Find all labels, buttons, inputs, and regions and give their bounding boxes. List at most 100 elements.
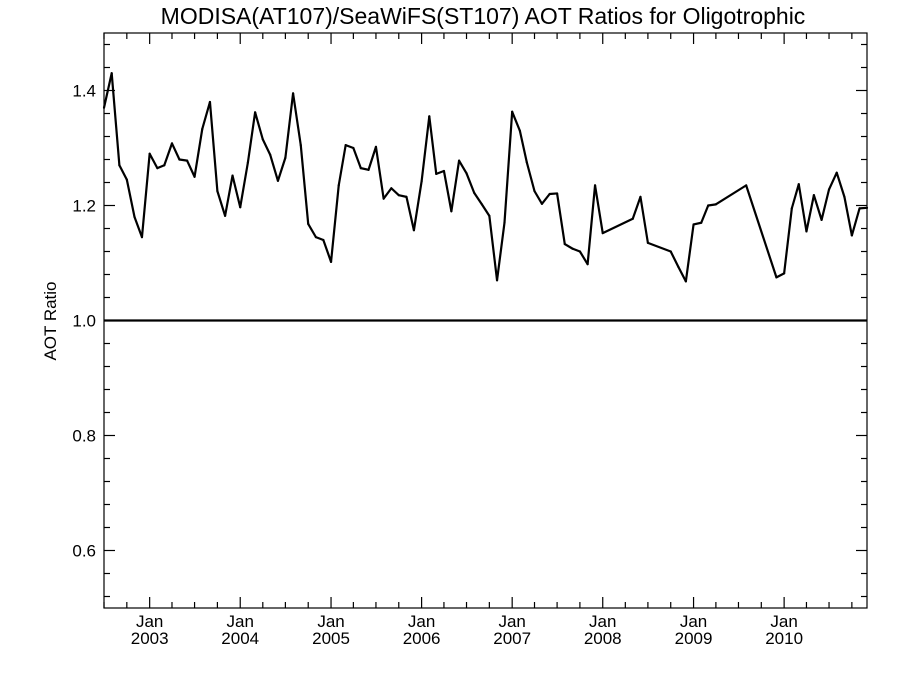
x-tick-year-label: 2005 xyxy=(312,629,350,648)
series-line-segment xyxy=(201,100,212,131)
series-line-segment xyxy=(397,194,408,198)
series-line-segment xyxy=(352,146,362,170)
series-line-segment xyxy=(344,144,355,150)
series-line-segment xyxy=(405,195,416,232)
series-line-segment xyxy=(223,174,234,217)
series-line-segment xyxy=(239,161,250,209)
series-line-segment xyxy=(639,195,650,244)
series-line-segment xyxy=(465,172,476,194)
series-line-segment xyxy=(783,207,793,275)
series-line-segment xyxy=(374,145,385,200)
x-tick-month-label: Jan xyxy=(136,612,163,631)
series-line-segment xyxy=(254,111,264,141)
series-line-segment xyxy=(677,265,687,283)
x-tick-year-label: 2006 xyxy=(403,629,441,648)
series-line-segment xyxy=(518,129,528,164)
series-line-segment xyxy=(495,221,506,282)
series-line-segment xyxy=(337,144,347,187)
series-line-segment xyxy=(118,164,128,181)
series-line-segment xyxy=(684,223,695,283)
series-line-segment xyxy=(359,167,370,171)
series-line-segment xyxy=(178,158,189,162)
series-line-segment xyxy=(473,191,484,206)
series-line-segment xyxy=(102,72,113,109)
y-tick-label: 1.0 xyxy=(72,312,96,331)
series-line-segment xyxy=(412,180,423,232)
series-line-segment xyxy=(125,178,136,219)
series-line-segment xyxy=(533,190,544,205)
series-line-segment xyxy=(390,187,400,197)
series-line-segment xyxy=(110,72,121,167)
x-tick-month-label: Jan xyxy=(227,612,254,631)
series-line-segment xyxy=(299,144,310,225)
x-tick-year-label: 2007 xyxy=(493,629,531,648)
series-line-segment xyxy=(216,190,227,217)
series-line-segment xyxy=(820,188,831,221)
series-line-segment xyxy=(555,192,566,246)
series-line-segment xyxy=(140,152,151,239)
y-tick-label: 0.8 xyxy=(72,427,96,446)
series-line-segment xyxy=(435,169,446,175)
series-line-segment xyxy=(246,111,257,164)
y-axis-label: AOT Ratio xyxy=(41,281,60,360)
series-line-segment xyxy=(329,184,340,263)
series-line-segment xyxy=(850,207,861,237)
series-line-segment xyxy=(488,214,499,282)
x-tick-year-label: 2004 xyxy=(221,629,259,648)
series-line-segment xyxy=(186,159,196,178)
series-line-segment xyxy=(563,242,574,250)
series-line-segment xyxy=(208,100,219,193)
series-line-segment xyxy=(540,192,551,205)
series-line-segment xyxy=(307,222,318,239)
series-line-segment xyxy=(578,250,589,266)
x-tick-month-label: Jan xyxy=(498,612,525,631)
series-line-segment xyxy=(503,110,514,224)
series-line-segment xyxy=(601,217,634,235)
y-tick-label: 1.2 xyxy=(72,197,96,216)
x-tick-month-label: Jan xyxy=(408,612,435,631)
series-line-segment xyxy=(775,272,786,279)
y-tick-label: 0.6 xyxy=(72,542,96,561)
series-line-segment xyxy=(812,194,823,221)
series-line-segment xyxy=(314,236,325,242)
x-tick-month-label: Jan xyxy=(589,612,616,631)
series-line-segment xyxy=(525,161,536,193)
x-tick-year-label: 2008 xyxy=(584,629,622,648)
series-line-segment xyxy=(163,142,174,167)
series-line-segment xyxy=(843,195,853,237)
series-line-segment xyxy=(231,174,242,209)
series-line-segment xyxy=(382,187,393,200)
series-line-segment xyxy=(156,164,166,170)
y-tick-label: 1.4 xyxy=(72,82,96,101)
series-line-segment xyxy=(827,171,838,191)
series-line-segment xyxy=(511,110,521,132)
chart-title: MODISA(AT107)/SeaWiFS(ST107) AOT Ratios … xyxy=(161,3,806,29)
series-line-segment xyxy=(571,247,582,253)
series-line-segment xyxy=(700,204,710,224)
x-tick-year-label: 2010 xyxy=(765,629,803,648)
series-line-segment xyxy=(442,169,453,213)
series-line-segment xyxy=(367,145,378,171)
series-line-segment xyxy=(835,171,846,198)
series-line-segment xyxy=(284,92,295,159)
series-line-segment xyxy=(714,184,748,206)
series-line-segment xyxy=(646,241,672,253)
x-tick-month-label: Jan xyxy=(770,612,797,631)
series-line-segment xyxy=(428,115,438,175)
series-line-segment xyxy=(133,215,144,239)
series-line-segment xyxy=(322,238,333,263)
series-line-segment xyxy=(261,138,272,156)
series-line-segment xyxy=(193,127,204,178)
series-line-segment xyxy=(593,184,604,235)
series-line-segment xyxy=(692,221,703,226)
series-line-segment xyxy=(548,192,559,196)
series-line-segment xyxy=(669,250,680,269)
series-line-segment xyxy=(480,203,491,217)
series-line-segment xyxy=(276,156,287,182)
x-tick-year-label: 2009 xyxy=(675,629,713,648)
series-line-segment xyxy=(170,142,181,161)
series-line-segment xyxy=(269,153,280,182)
series-line-segment xyxy=(631,195,642,220)
series-line-segment xyxy=(586,184,597,266)
